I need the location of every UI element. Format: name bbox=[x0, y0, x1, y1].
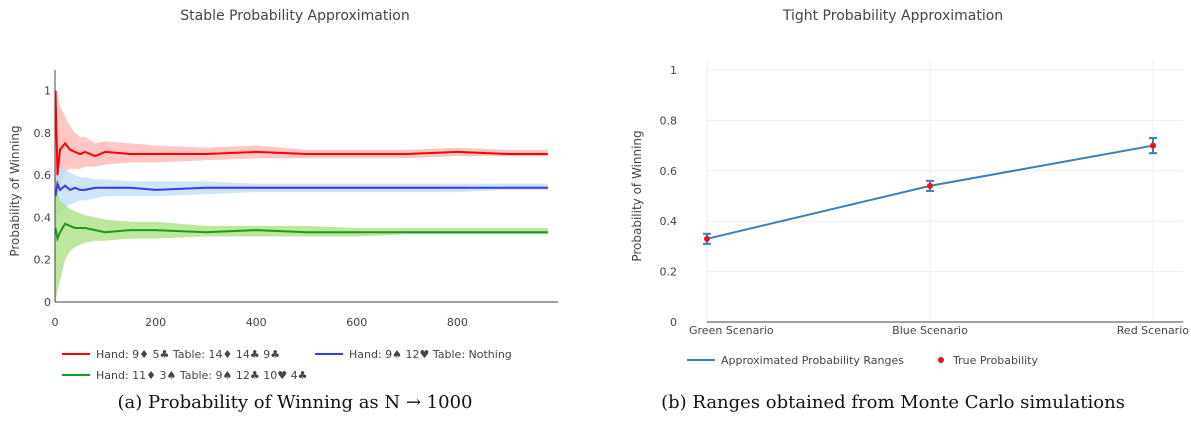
y-tick-label: 1 bbox=[670, 64, 677, 77]
series-line bbox=[54, 90, 548, 176]
x-tick-label: 800 bbox=[447, 316, 468, 329]
y-axis-label: Probability of Winning bbox=[630, 130, 644, 261]
figure-caption: (b) Ranges obtained from Monte Carlo sim… bbox=[661, 392, 1125, 413]
y-tick-label: 0 bbox=[44, 296, 51, 309]
tight-chart-svg: 0 0.2 0.4 0.6 0.8 1 Green Scenario Blue Scenari… bbox=[630, 60, 1189, 367]
legend-label: Approximated Probability Ranges bbox=[721, 354, 904, 367]
x-tick-label: Red Scenario bbox=[1117, 324, 1189, 337]
confidence-band bbox=[55, 143, 548, 239]
x-tick-label: 400 bbox=[246, 316, 267, 329]
true-probability-point bbox=[927, 182, 933, 189]
y-axis-label: Probability of Winning bbox=[8, 125, 22, 256]
chart-panel-tight: Tight Probability Approximation 0 0.2 0.4 0… bbox=[595, 0, 1191, 440]
legend-label: Hand: 9♦ 5♣ Table: 14♦ 14♣ 9♣ bbox=[96, 348, 280, 361]
x-tick-label: 200 bbox=[145, 316, 166, 329]
y-tick-label: 1 bbox=[44, 85, 51, 98]
true-probability-point bbox=[704, 235, 710, 242]
x-tick-label: Blue Scenario bbox=[892, 324, 968, 337]
legend-label: Hand: 9♠ 12♥ Table: Nothing bbox=[349, 348, 512, 361]
true-probability-point bbox=[1150, 142, 1156, 149]
y-tick-label: 0.4 bbox=[34, 211, 52, 224]
y-tick-label: 0.8 bbox=[34, 127, 52, 140]
confidence-band bbox=[55, 175, 548, 302]
series-line bbox=[54, 179, 548, 197]
y-tick-label: 0.2 bbox=[660, 266, 678, 279]
legend-label: Hand: 11♦ 3♠ Table: 9♠ 12♣ 10♥ 4♣ bbox=[96, 369, 307, 382]
stable-chart-svg: 0 200 400 600 800 0 0.2 0.4 0.6 0.8 1 Probability o… bbox=[8, 70, 558, 382]
series-line bbox=[54, 222, 548, 243]
y-tick-label: 0.4 bbox=[660, 215, 678, 228]
x-tick-label: 0 bbox=[52, 316, 59, 329]
chart-title: Stable Probability Approximation bbox=[180, 8, 410, 24]
figure-caption: (a) Probability of Winning as N → 1000 bbox=[117, 392, 473, 413]
y-tick-label: 0.2 bbox=[34, 254, 52, 267]
confidence-band bbox=[55, 90, 548, 197]
chart-panel-stable: Stable Probability Approximation 0 200 400… bbox=[0, 0, 590, 440]
legend-swatch bbox=[938, 357, 944, 363]
y-tick-label: 0.6 bbox=[660, 165, 678, 178]
x-tick-label: Green Scenario bbox=[689, 324, 774, 337]
y-tick-label: 0.8 bbox=[660, 114, 678, 127]
y-tick-label: 0.6 bbox=[34, 169, 52, 182]
y-tick-label: 0 bbox=[670, 316, 677, 329]
x-tick-label: 600 bbox=[346, 316, 367, 329]
chart-title: Tight Probability Approximation bbox=[782, 8, 1004, 24]
legend-label: True Probability bbox=[952, 354, 1038, 367]
